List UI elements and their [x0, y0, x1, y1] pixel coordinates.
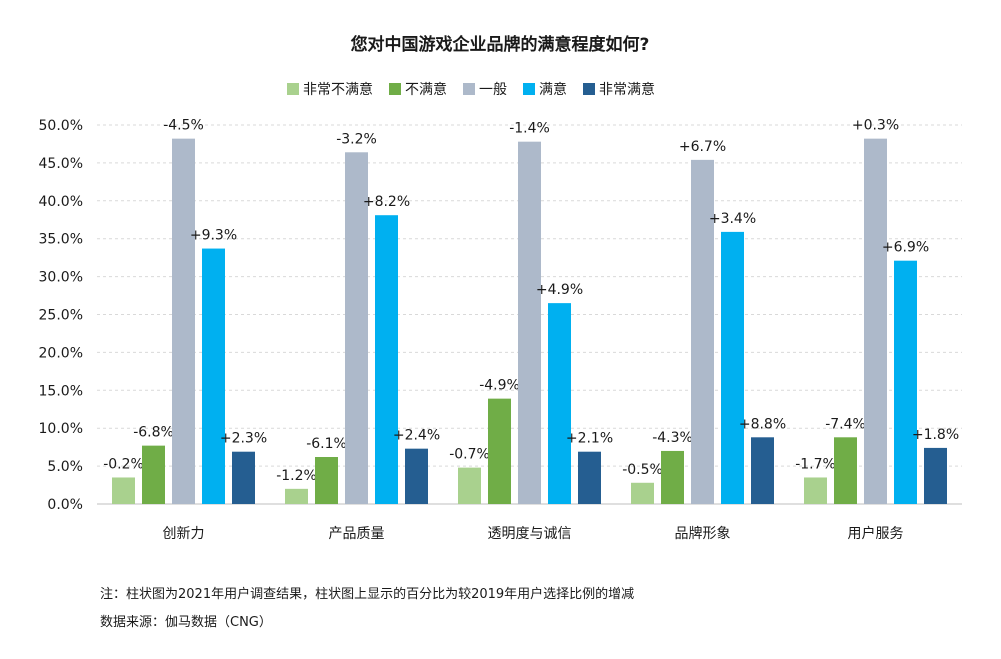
data-label: -4.5% — [163, 118, 204, 134]
x-category-label: 创新力 — [163, 526, 205, 542]
data-source: 数据来源：伽马数据（CNG） — [100, 615, 272, 630]
data-label: +6.9% — [882, 240, 929, 256]
bar — [691, 159, 714, 505]
y-tick-label: 50.0% — [39, 118, 83, 134]
legend-label-4: 满意 — [539, 81, 567, 98]
legend-label-2: 不满意 — [405, 81, 447, 98]
legend-label-3: 一般 — [479, 82, 507, 98]
bar — [488, 398, 511, 504]
data-label: -6.8% — [133, 425, 174, 441]
bar — [804, 477, 827, 504]
data-label: +0.3% — [852, 118, 899, 134]
bar-chart: 您对中国游戏企业品牌的满意程度如何? 非常不满意 不满意 一般 满意 非常满意 0.0% 5.… — [39, 34, 962, 542]
bar — [578, 451, 601, 504]
data-label: -0.5% — [622, 462, 663, 478]
legend-swatch-1 — [287, 83, 299, 95]
bar — [518, 141, 541, 504]
bar — [751, 437, 774, 504]
x-category-label: 用户服务 — [848, 525, 904, 542]
bar — [924, 447, 947, 504]
bar — [631, 482, 654, 504]
bar — [405, 448, 428, 504]
bar — [458, 467, 481, 504]
legend-swatch-4 — [523, 83, 535, 95]
legend-swatch-5 — [583, 83, 595, 95]
bar — [894, 260, 917, 504]
bar — [721, 231, 744, 505]
data-label: +2.3% — [220, 431, 267, 447]
legend-label-1: 非常不满意 — [303, 81, 373, 98]
bar — [232, 451, 255, 504]
data-label: +9.3% — [190, 228, 237, 244]
bar — [548, 303, 571, 504]
data-label: +2.1% — [566, 431, 613, 447]
y-tick-label: 20.0% — [39, 345, 83, 361]
bar — [172, 138, 195, 505]
data-label: +8.2% — [363, 194, 410, 210]
data-label: -4.3% — [652, 430, 693, 446]
data-label: +3.4% — [709, 211, 756, 227]
data-label: -6.1% — [306, 436, 347, 452]
bar — [864, 138, 887, 505]
data-label: +8.8% — [739, 416, 786, 432]
y-tick-label: 10.0% — [39, 421, 83, 437]
y-tick-label: 15.0% — [39, 383, 83, 399]
y-tick-label: 40.0% — [39, 194, 83, 210]
data-label: +6.7% — [679, 139, 726, 155]
data-label: -7.4% — [825, 416, 866, 432]
bar — [375, 215, 398, 504]
data-label: -3.2% — [336, 131, 377, 147]
data-label: -1.7% — [795, 456, 836, 472]
bar — [315, 457, 338, 504]
y-tick-label: 5.0% — [47, 459, 83, 475]
y-tick-label: 30.0% — [39, 270, 83, 286]
y-tick-label: 0.0% — [47, 497, 83, 513]
data-label: -1.2% — [276, 468, 317, 484]
bar — [345, 152, 368, 504]
data-label: +2.4% — [393, 428, 440, 444]
y-tick-label: 45.0% — [39, 156, 83, 172]
bar — [285, 488, 308, 504]
legend-label-5: 非常满意 — [599, 81, 655, 98]
data-label: -0.2% — [103, 456, 144, 472]
bar — [202, 248, 225, 504]
data-label: +1.8% — [912, 427, 959, 443]
chart-note: 注：柱状图为2021年用户调查结果，柱状图上显示的百分比为较2019年用户选择比… — [100, 587, 635, 602]
bar — [834, 437, 857, 504]
data-label: -0.7% — [449, 447, 490, 463]
chart-title: 您对中国游戏企业品牌的满意程度如何? — [351, 34, 650, 55]
x-category-label: 透明度与诚信 — [488, 526, 572, 542]
x-category-label: 产品质量 — [329, 526, 385, 542]
legend-swatch-2 — [389, 83, 401, 95]
y-tick-label: 35.0% — [39, 232, 83, 248]
data-label: -1.4% — [509, 121, 550, 137]
legend-swatch-3 — [463, 83, 475, 95]
bar — [142, 445, 165, 504]
data-label: +4.9% — [536, 282, 583, 298]
bar — [112, 477, 135, 504]
x-category-label: 品牌形象 — [675, 525, 731, 542]
data-label: -4.9% — [479, 378, 520, 394]
y-tick-label: 25.0% — [39, 308, 83, 324]
bar — [661, 450, 684, 504]
